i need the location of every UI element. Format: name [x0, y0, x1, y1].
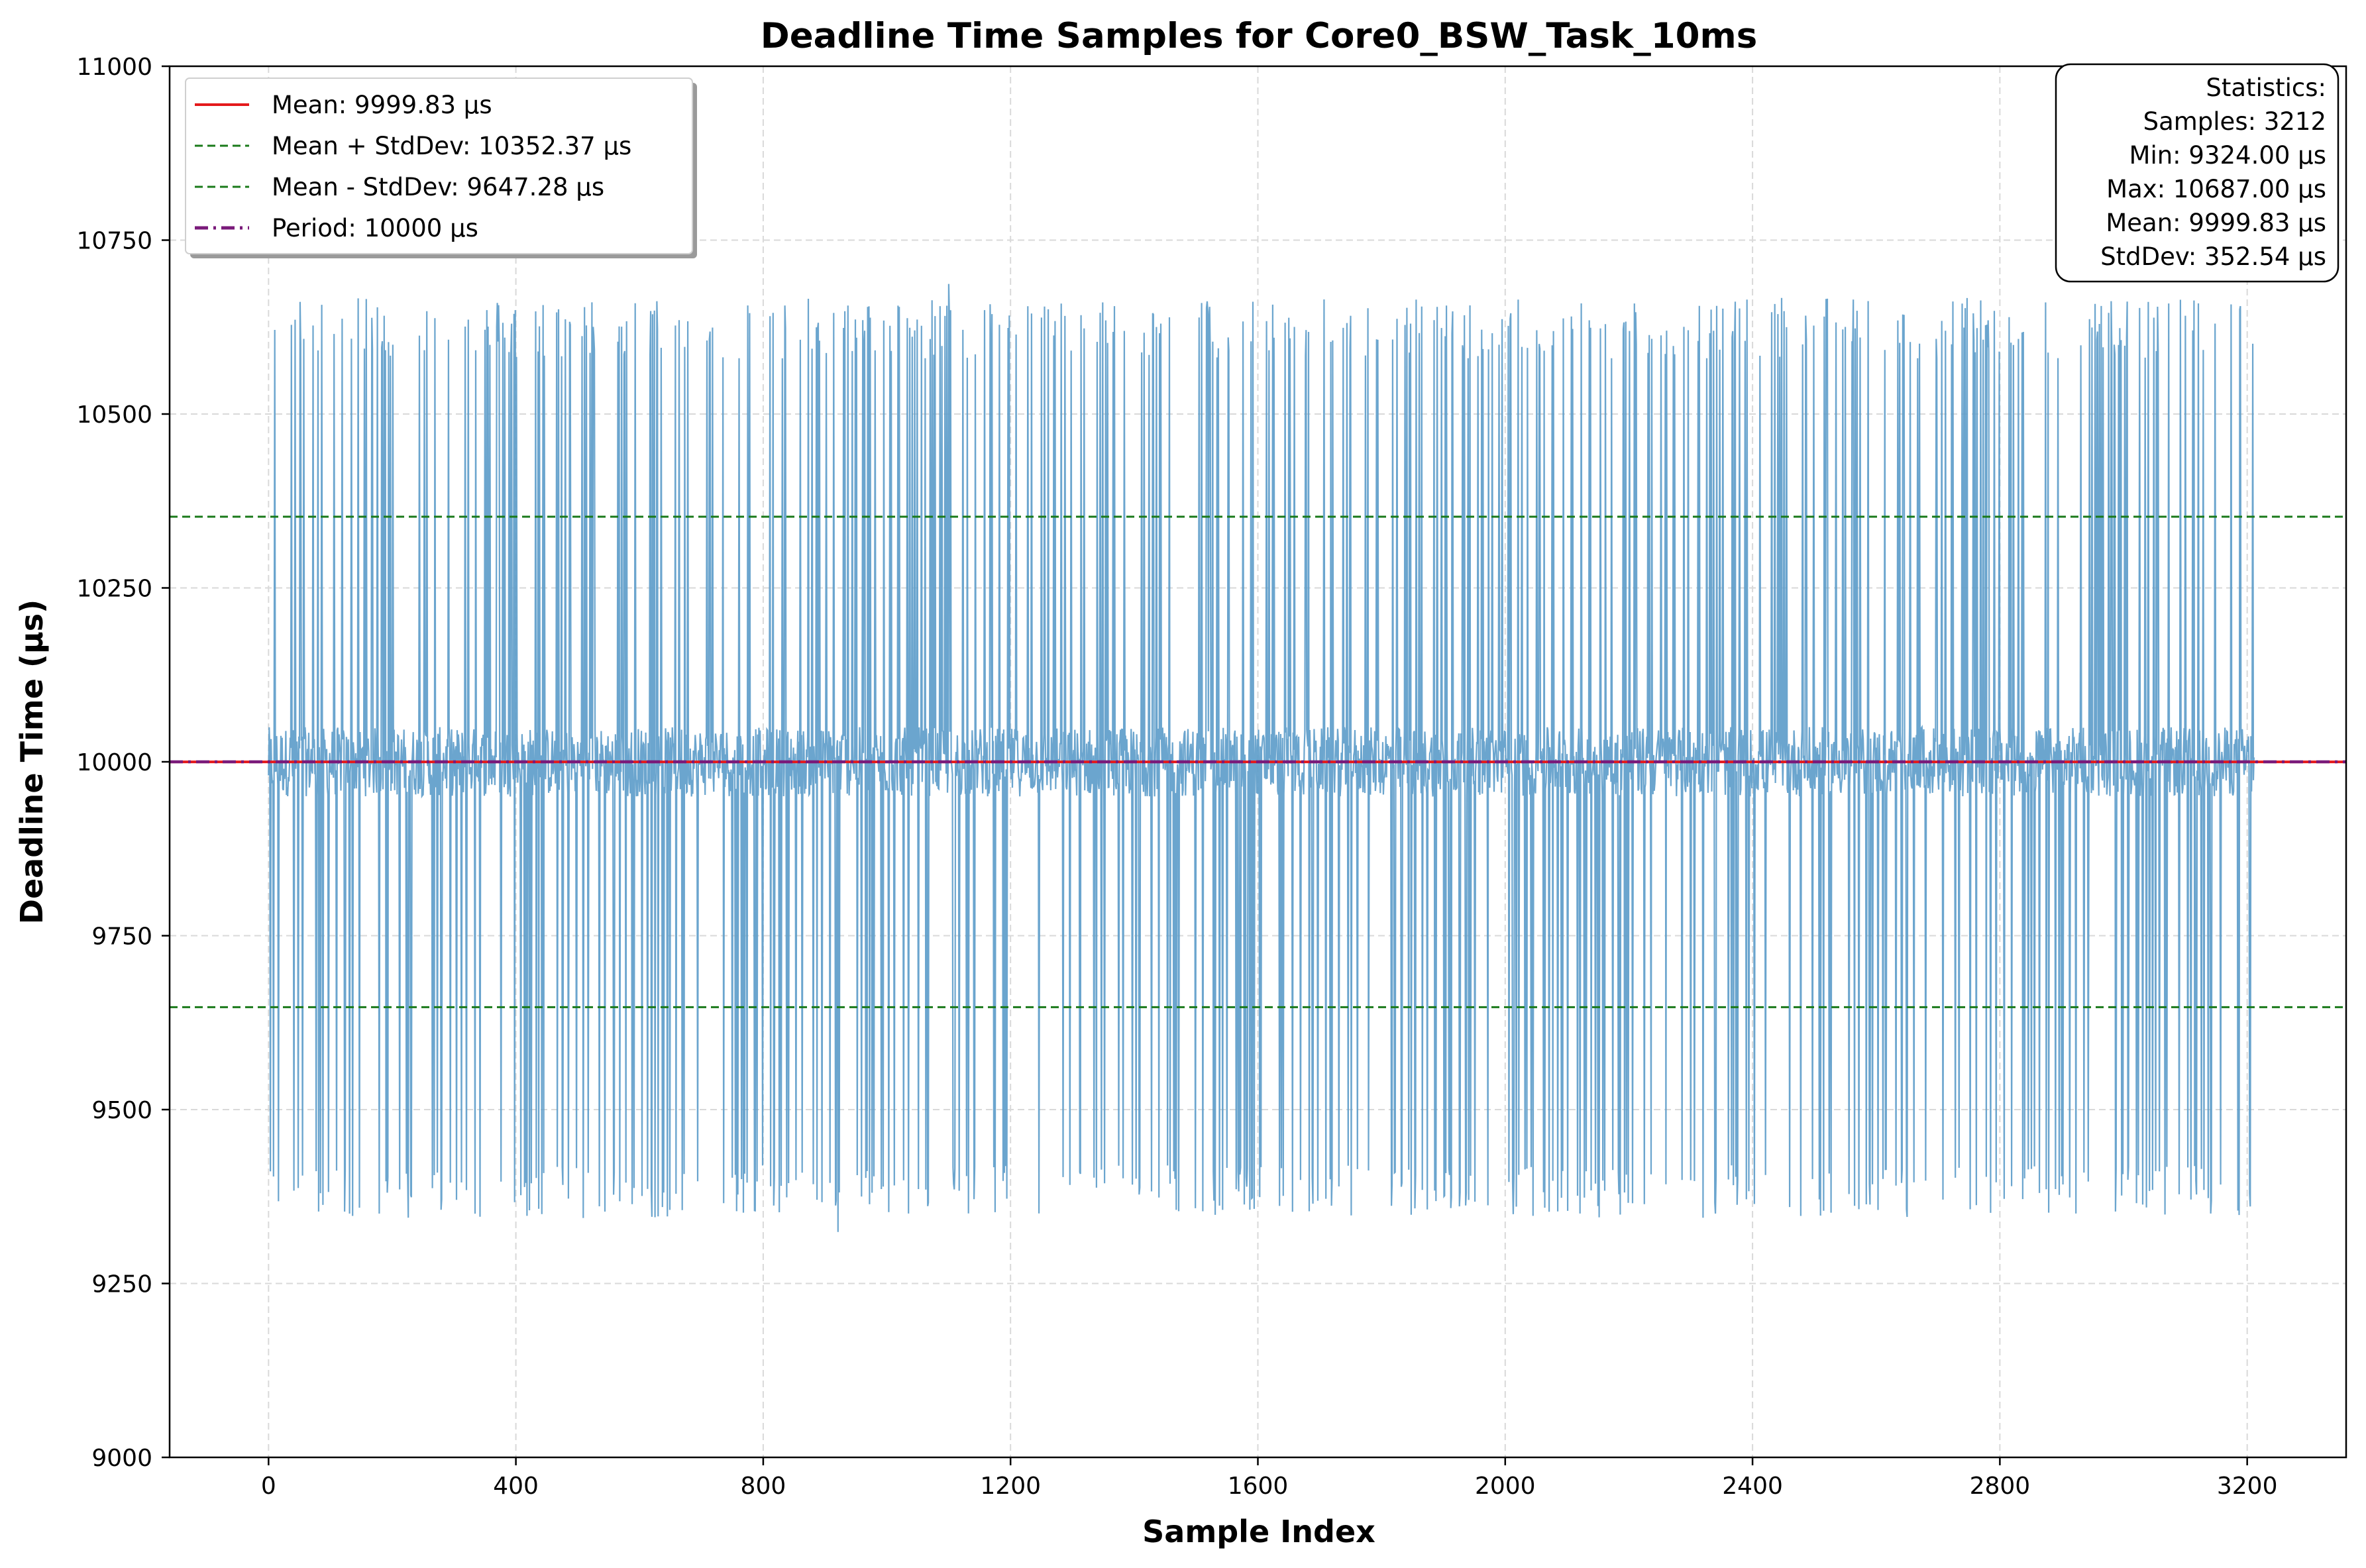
y-tick-label: 9250 [91, 1271, 152, 1298]
series-line [268, 284, 2255, 1232]
legend-label: Mean: 9999.83 µs [272, 91, 492, 119]
legend-box [185, 78, 693, 254]
stats-line: Mean: 9999.83 µs [2106, 209, 2326, 237]
x-tick-label: 2400 [1722, 1473, 1783, 1500]
y-axis-ticks: 9000 9250 9500 9750 10000 10250 10500 10750 1100… [76, 54, 170, 1472]
x-axis-title: Sample Index [1142, 1514, 1375, 1549]
stats-line: StdDev: 352.54 µs [2100, 242, 2326, 271]
y-tick-label: 10250 [76, 576, 152, 603]
statistics-box: Statistics: Samples: 3212 Min: 9324.00 µs M… [2055, 63, 2339, 283]
x-axis-ticks: 0 400 800 1200 1600 2000 2400 2800 3200 [261, 1457, 2278, 1500]
y-tick-label: 9500 [91, 1097, 152, 1124]
x-tick-label: 2800 [1970, 1473, 2031, 1500]
y-tick-label: 11000 [76, 54, 152, 81]
legend: Mean: 9999.83 µs Mean + StdDev: 10352.37 … [185, 78, 697, 258]
x-tick-label: 1200 [980, 1473, 1041, 1500]
y-tick-label: 10000 [76, 749, 152, 776]
stats-line: Max: 10687.00 µs [2106, 175, 2326, 203]
stats-line: Samples: 3212 [2143, 107, 2326, 136]
x-tick-label: 3200 [2217, 1473, 2278, 1500]
stats-box-frame [2055, 63, 2339, 283]
stats-line: Min: 9324.00 µs [2129, 141, 2326, 170]
x-tick-label: 1600 [1228, 1473, 1289, 1500]
x-tick-label: 0 [261, 1473, 276, 1500]
legend-label: Mean + StdDev: 10352.37 µs [272, 132, 631, 160]
series-deadline-time [268, 284, 2255, 1232]
x-tick-label: 400 [493, 1473, 539, 1500]
chart-title: Deadline Time Samples for Core0_BSW_Task… [761, 16, 1758, 56]
y-tick-label: 10500 [76, 401, 152, 429]
stats-line: Statistics: [2206, 74, 2326, 102]
legend-label: Period: 10000 µs [272, 214, 478, 242]
y-tick-label: 10750 [76, 228, 152, 255]
y-tick-label: 9000 [91, 1445, 152, 1472]
y-tick-label: 9750 [91, 923, 152, 951]
x-tick-label: 2000 [1475, 1473, 1536, 1500]
reference-lines [170, 515, 2346, 1008]
x-tick-label: 800 [741, 1473, 786, 1500]
legend-label: Mean - StdDev: 9647.28 µs [272, 173, 604, 201]
y-axis-title: Deadline Time (µs) [14, 600, 50, 924]
